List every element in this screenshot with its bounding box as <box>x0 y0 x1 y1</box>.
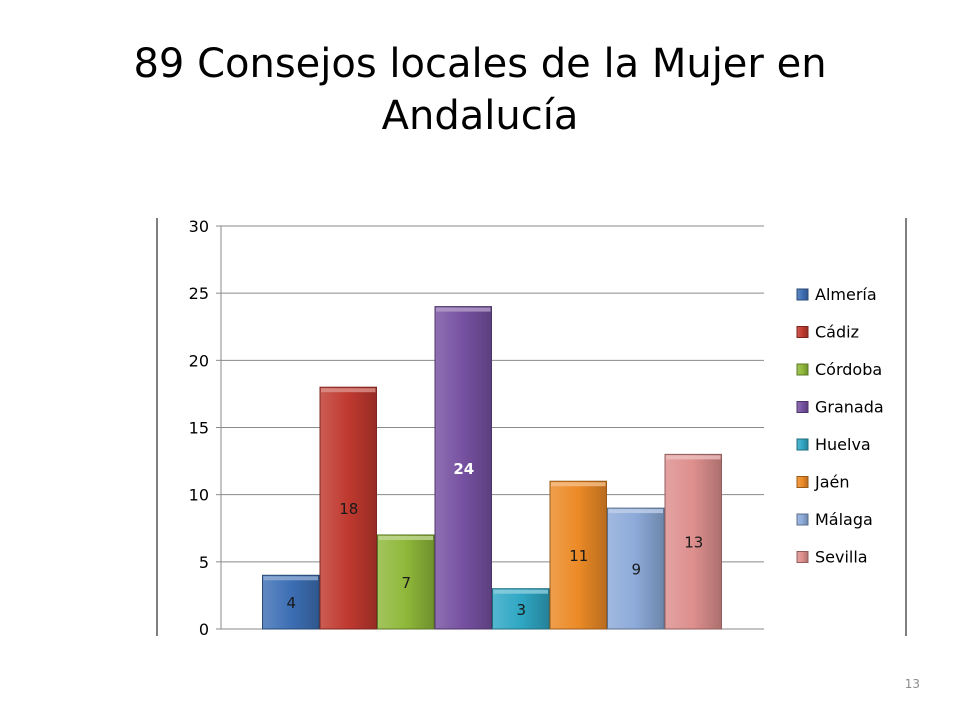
legend-swatch <box>796 326 809 338</box>
bar-córdoba <box>377 534 435 630</box>
legend-swatch <box>796 476 809 488</box>
bar-highlight <box>378 535 433 540</box>
bar-jaén <box>549 480 607 630</box>
bar-highlight <box>666 455 721 460</box>
data-label: 3 <box>516 601 526 619</box>
legend-swatch <box>796 401 809 413</box>
bar-highlight <box>263 576 318 581</box>
data-label: 7 <box>401 574 411 592</box>
y-tick-label: 30 <box>189 217 209 236</box>
legend-label: Huelva <box>815 435 871 454</box>
legend-swatch <box>796 551 809 563</box>
data-label: 24 <box>453 460 474 478</box>
chart-frame <box>156 218 907 636</box>
legend-swatch <box>796 288 809 301</box>
bar-highlight <box>608 509 663 514</box>
bar-sevilla <box>664 453 722 630</box>
y-tick-label: 15 <box>189 419 209 438</box>
legend-label: Málaga <box>815 510 873 529</box>
legend-label: Almería <box>815 285 877 304</box>
legend-label: Sevilla <box>815 548 868 567</box>
data-label: 11 <box>569 547 588 565</box>
bar-huelva <box>492 588 550 630</box>
bar-highlight <box>436 307 491 312</box>
legend-swatch <box>796 513 809 526</box>
y-tick-label: 5 <box>199 553 209 572</box>
bar-málaga <box>607 507 665 630</box>
bar-highlight <box>493 589 548 594</box>
legend-label: Cádiz <box>815 323 859 342</box>
bar-granada <box>434 306 492 630</box>
data-label: 4 <box>286 594 296 612</box>
y-tick-label: 0 <box>199 620 209 639</box>
data-label: 9 <box>631 561 641 579</box>
y-tick-label: 10 <box>189 486 209 505</box>
data-labels: 4 18 7 24 3 11 9 13 <box>286 460 703 619</box>
bar-highlight <box>551 482 606 487</box>
legend: Almería Cádiz Córdoba Granada Huelva Jaén Mála… <box>796 285 884 567</box>
bar-almería <box>262 574 320 630</box>
bar-cádiz <box>319 386 377 630</box>
data-label: 13 <box>684 534 703 552</box>
slide-title: 89 Consejos locales de la Mujer en Andal… <box>133 41 827 139</box>
legend-swatch <box>796 363 809 376</box>
legend-label: Granada <box>815 398 884 417</box>
legend-swatch <box>796 438 809 451</box>
y-tick-label: 25 <box>189 284 209 303</box>
legend-label: Córdoba <box>815 360 882 379</box>
bar-highlight <box>321 388 376 393</box>
y-axis-ticks: 0 5 10 15 20 25 30 <box>189 217 209 639</box>
bars <box>262 306 722 630</box>
page-number: 13 <box>904 677 920 691</box>
legend-label: Jaén <box>814 473 850 492</box>
y-tick-label: 20 <box>189 351 209 370</box>
data-label: 18 <box>339 500 358 518</box>
